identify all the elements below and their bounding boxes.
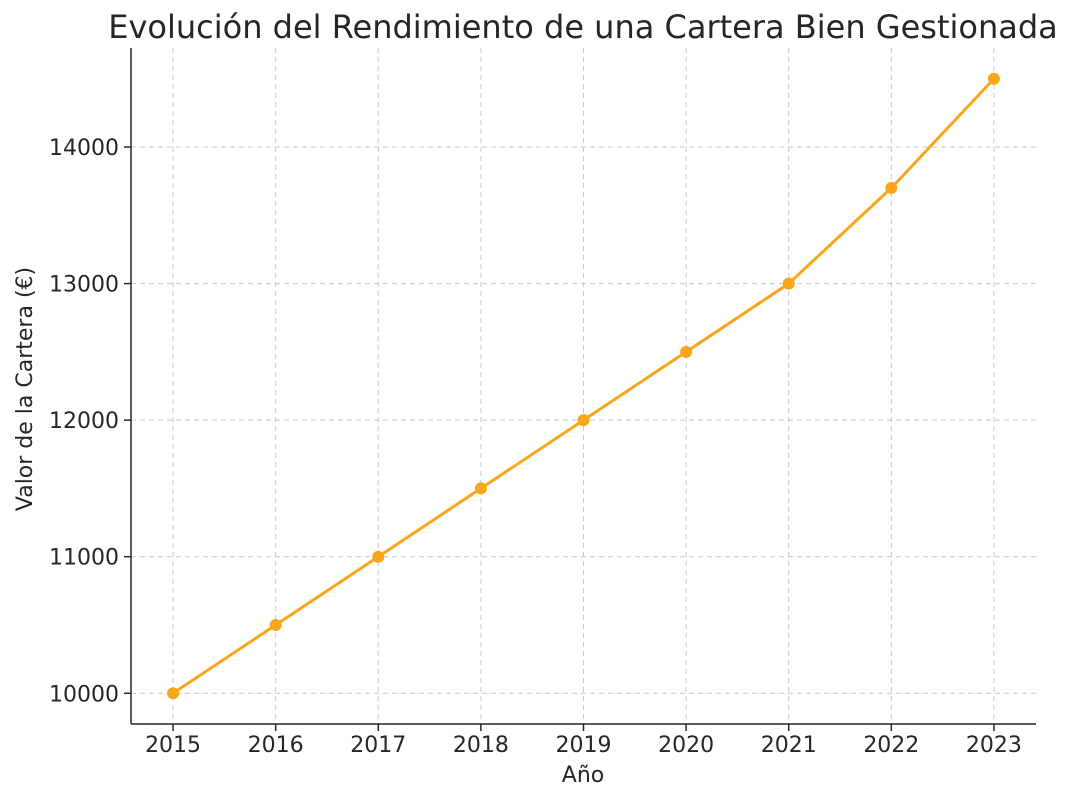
y-tick-label: 14000 bbox=[49, 136, 119, 161]
plot-area bbox=[167, 72, 1000, 700]
data-point bbox=[680, 345, 693, 358]
data-point bbox=[782, 277, 795, 290]
y-tick-label: 10000 bbox=[49, 682, 119, 707]
data-point bbox=[372, 550, 385, 563]
x-tick-label: 2018 bbox=[453, 733, 509, 758]
x-tick-label: 2017 bbox=[350, 733, 406, 758]
x-axis: 2015 2016 2017 2018 2019 2020 2021 2022 2023 bbox=[145, 724, 1022, 758]
y-axis: 10000 11000 12000 13000 14000 bbox=[49, 136, 131, 707]
x-axis-label: Año bbox=[562, 763, 604, 788]
x-tick-label: 2016 bbox=[248, 733, 304, 758]
grid bbox=[131, 48, 1036, 724]
data-point bbox=[167, 687, 180, 700]
y-tick-label: 13000 bbox=[49, 273, 119, 298]
y-axis-label: Valor de la Cartera (€) bbox=[13, 267, 38, 511]
x-tick-label: 2023 bbox=[966, 733, 1022, 758]
data-point bbox=[987, 72, 1000, 85]
x-tick-label: 2022 bbox=[863, 733, 919, 758]
y-tick-label: 11000 bbox=[49, 546, 119, 571]
x-tick-label: 2020 bbox=[658, 733, 714, 758]
y-tick-label: 12000 bbox=[49, 409, 119, 434]
data-point bbox=[269, 618, 282, 631]
data-point bbox=[577, 414, 590, 427]
x-tick-label: 2021 bbox=[761, 733, 817, 758]
data-point bbox=[885, 181, 898, 194]
x-tick-label: 2019 bbox=[556, 733, 612, 758]
chart-title: Evolución del Rendimiento de una Cartera… bbox=[108, 8, 1058, 46]
data-point bbox=[474, 482, 487, 495]
x-tick-label: 2015 bbox=[145, 733, 201, 758]
